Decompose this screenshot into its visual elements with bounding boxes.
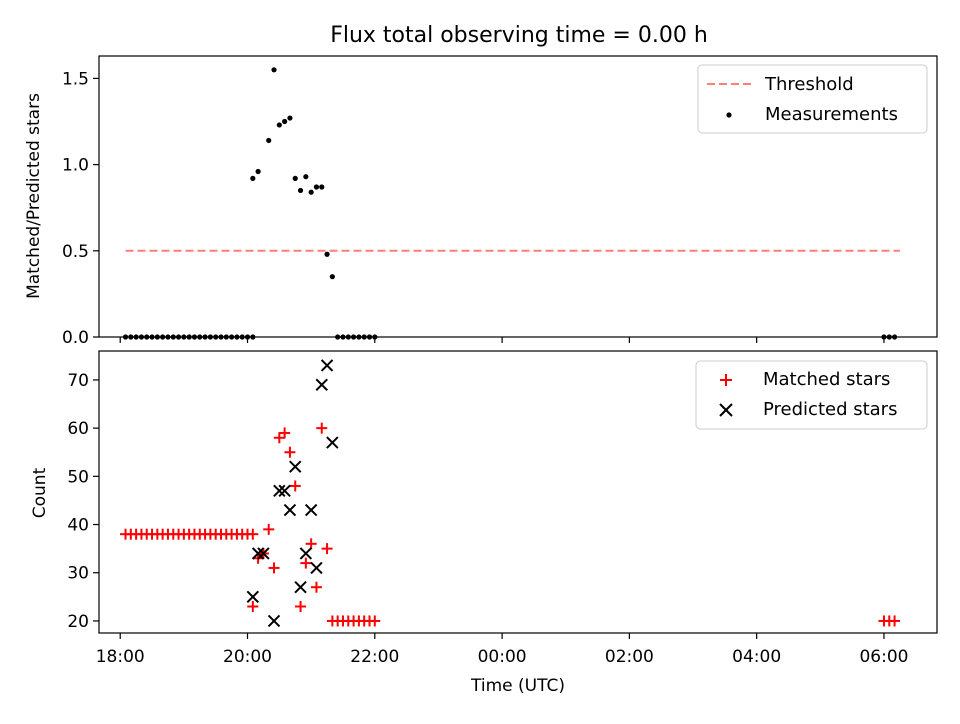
measurement-point: [303, 174, 309, 180]
top-axes-frame: [98, 55, 938, 338]
legend-threshold-label: Threshold: [764, 74, 854, 95]
top-y-tick-label: 1.0: [62, 156, 89, 176]
bottom-y-axis-label: Count: [30, 467, 50, 518]
legend-measurements-label: Measurements: [765, 104, 898, 125]
matched-star-point: [247, 528, 259, 540]
matched-star-point: [273, 432, 285, 444]
legend-matched-swatch: [720, 374, 732, 386]
bottom-y-tick-label: 30: [67, 564, 89, 584]
predicted-star-point: [257, 547, 270, 560]
top-axes: 0.0 0.5 1.0 1.5 Matched/Predicted stars Thr…: [24, 55, 938, 348]
bottom-axes-frame: [98, 350, 938, 634]
matched-star-point: [268, 562, 280, 574]
measurement-point: [297, 187, 304, 194]
measurement-point: [324, 251, 330, 257]
top-y-ticks: 0.0 0.5 1.0 1.5: [62, 69, 99, 348]
predicted-star-point: [273, 484, 286, 498]
top-legend: Threshold Measurements: [697, 64, 928, 134]
matched-star-point: [321, 543, 333, 555]
matched-star-point: [284, 446, 296, 458]
predicted-star-point: [315, 378, 328, 391]
bottom-y-tick-label: 60: [67, 419, 89, 439]
matched-star-point: [279, 427, 291, 439]
predicted-star-point: [326, 436, 339, 449]
measurement-point: [292, 175, 298, 181]
bottom-axes: 20 30 40 50 60 70 18:00 20:00 22:00 00:00 02:00 04…: [30, 350, 938, 696]
measurement-point: [287, 115, 293, 121]
top-y-axis-label: Matched/Predicted stars: [24, 93, 44, 299]
matched-star-point: [295, 600, 307, 612]
matched-star-point: [300, 557, 312, 569]
measurement-point: [271, 67, 277, 73]
legend-matched-label: Matched stars: [763, 369, 890, 390]
predicted-star-point: [278, 484, 291, 498]
x-tick-label: 02:00: [605, 647, 654, 667]
x-tick-label: 04:00: [732, 647, 781, 667]
matched-star-point: [247, 600, 259, 612]
matched-star-point: [316, 422, 328, 434]
bottom-plot-area: [120, 359, 901, 628]
x-tick-label: 22:00: [350, 647, 399, 667]
measurement-point: [282, 118, 288, 125]
bottom-y-tick-label: 70: [67, 371, 89, 391]
x-tick-label: 06:00: [859, 647, 908, 667]
measurement-point: [276, 122, 282, 128]
legend-measurements-swatch: [726, 112, 732, 118]
measurement-point: [313, 184, 320, 190]
predicted-star-point: [289, 460, 302, 473]
measurement-point: [266, 137, 272, 144]
legend-predicted-swatch: [719, 403, 733, 417]
x-tick-label: 18:00: [96, 647, 145, 667]
x-tick-label: 00:00: [478, 647, 527, 667]
top-y-tick-label: 1.5: [62, 69, 89, 89]
predicted-star-point: [299, 547, 313, 560]
predicted-star-point: [251, 547, 265, 560]
predicted-star-point: [310, 561, 323, 575]
chart-title: Flux total observing time = 0.00 h: [330, 23, 708, 48]
matched-star-point: [305, 538, 317, 550]
x-axis-label: Time (UTC): [470, 676, 565, 696]
bottom-y-tick-label: 20: [67, 612, 89, 632]
matched-star-point: [369, 615, 381, 627]
measurement-point: [319, 184, 325, 190]
bottom-y-ticks: 20 30 40 50 60 70: [67, 371, 99, 632]
measurement-point: [255, 168, 261, 175]
x-tick-label: 20:00: [223, 647, 272, 667]
predicted-star-point: [320, 359, 334, 372]
matched-star-point: [310, 581, 322, 593]
bottom-x-ticks: 18:00 20:00 22:00 00:00 02:00 04:00 06:00: [96, 633, 908, 667]
predicted-star-point: [246, 590, 260, 604]
bottom-y-tick-label: 50: [67, 467, 89, 487]
matched-star-point: [889, 615, 901, 627]
measurement-point: [250, 175, 256, 181]
top-x-ticks: [119, 337, 885, 343]
bottom-legend-frame: [695, 360, 928, 430]
top-legend-frame: [697, 64, 928, 134]
bottom-y-tick-label: 40: [67, 516, 89, 536]
legend-predicted-label: Predicted stars: [763, 399, 897, 420]
measurement-point: [329, 274, 335, 280]
bottom-legend: Matched stars Predicted stars: [695, 360, 928, 430]
top-y-tick-label: 0.5: [62, 242, 89, 262]
top-y-tick-label: 0.0: [62, 328, 89, 348]
matched-star-point: [289, 480, 301, 492]
predicted-star-point: [283, 503, 297, 517]
predicted-star-point: [294, 580, 307, 594]
matched-star-point: [263, 523, 275, 535]
measurement-point: [308, 189, 314, 195]
predicted-star-point: [304, 503, 318, 517]
predicted-star-point: [267, 614, 281, 628]
